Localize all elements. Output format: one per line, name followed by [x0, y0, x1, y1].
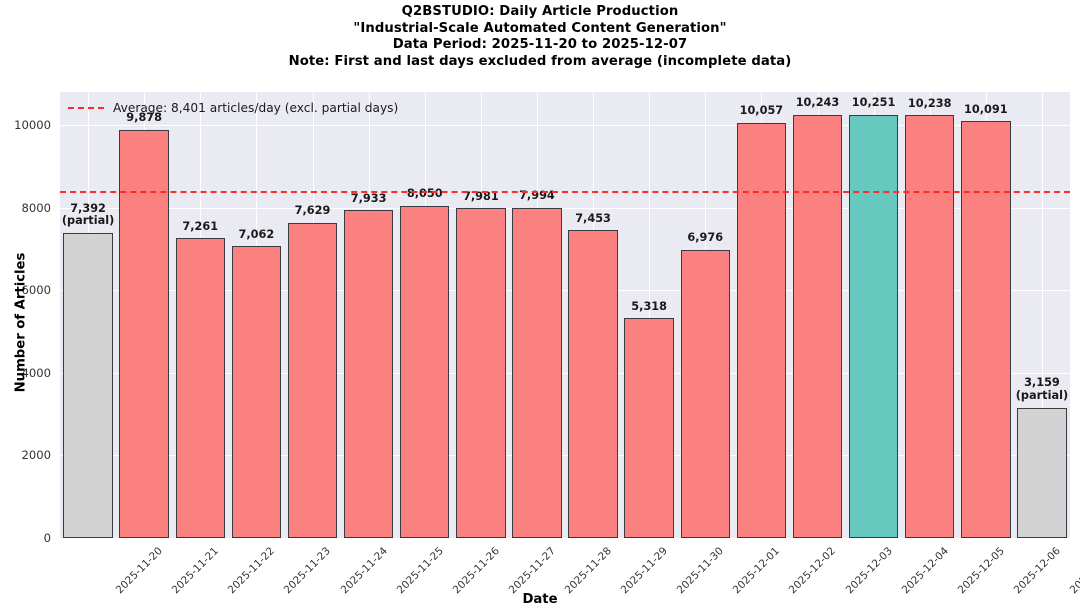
- plot-area: 7,392 (partial) 9,878 7,261 7,062 7,629 7,933 8…: [60, 92, 1070, 539]
- y-tick-label-8000: 8000: [21, 200, 51, 215]
- gridline-horizontal: [60, 372, 1070, 374]
- gridline-horizontal: [60, 538, 1070, 539]
- bar-2025-12-04[interactable]: [848, 114, 899, 538]
- x-tick-label-2025-11-29: 2025-11-29: [618, 545, 670, 597]
- x-axis-label: Date: [522, 592, 558, 607]
- x-tick-label-2025-11-27: 2025-11-27: [506, 545, 558, 597]
- gridline-horizontal: [60, 455, 1070, 457]
- x-tick-label-2025-12-04: 2025-12-04: [899, 545, 951, 597]
- legend-label-average: Average: 8,401 articles/day (excl. parti…: [113, 101, 399, 115]
- bar-2025-11-26[interactable]: [400, 205, 450, 538]
- bar-2025-11-30[interactable]: [624, 318, 674, 538]
- bar-2025-11-24[interactable]: [287, 222, 338, 538]
- chart-title: Q2BSTUDIO: Daily Article Production "Ind…: [0, 4, 1080, 70]
- gridline-horizontal: [60, 125, 1070, 127]
- x-tick-label-2025-11-24: 2025-11-24: [338, 545, 390, 597]
- bar-2025-11-29[interactable]: [568, 230, 618, 538]
- bar-2025-12-02[interactable]: [736, 122, 787, 538]
- x-tick-label-2025-12-06: 2025-12-06: [1011, 545, 1063, 597]
- bar-2025-12-01[interactable]: [680, 249, 730, 538]
- chart-title-line-3: Data Period: 2025-11-20 to 2025-12-07: [392, 37, 688, 52]
- y-axis-label: Number of Articles: [13, 252, 29, 393]
- bar-2025-12-03[interactable]: [792, 115, 843, 538]
- x-tick-label-2025-12-07: 2025-12-07: [1067, 545, 1080, 597]
- chart-title-line-4: Note: First and last days excluded from …: [288, 53, 792, 69]
- x-tick-label-2025-11-25: 2025-11-25: [394, 545, 446, 597]
- gridline-vertical: [1041, 92, 1043, 538]
- bar-2025-11-23[interactable]: [231, 246, 282, 538]
- x-tick-label-2025-12-01: 2025-12-01: [730, 545, 783, 597]
- bar-2025-12-07[interactable]: [1017, 407, 1067, 538]
- bar-2025-11-28[interactable]: [512, 207, 562, 538]
- bar-2025-11-20[interactable]: [63, 232, 113, 538]
- bar-2025-11-25[interactable]: [343, 210, 394, 538]
- average-line: [60, 191, 1070, 194]
- chart-legend: Average: 8,401 articles/day (excl. parti…: [68, 98, 398, 118]
- x-tick-label-2025-12-03: 2025-12-03: [843, 545, 895, 597]
- x-tick-label-2025-12-02: 2025-12-02: [787, 545, 839, 597]
- bar-2025-11-27[interactable]: [456, 208, 506, 538]
- y-tick-label-4000: 4000: [21, 365, 51, 380]
- average-line-swatch: [68, 107, 104, 109]
- chart-title-line-1: Q2BSTUDIO: Daily Article Production: [401, 4, 679, 19]
- chart-title-line-2: "Industrial-Scale Automated Content Gene…: [353, 20, 727, 36]
- x-tick-label-2025-11-20: 2025-11-20: [113, 545, 165, 597]
- x-tick-label-2025-11-28: 2025-11-28: [562, 545, 614, 597]
- bar-2025-12-06[interactable]: [961, 121, 1011, 538]
- x-tick-label-2025-11-26: 2025-11-26: [450, 545, 502, 597]
- bar-2025-11-22[interactable]: [175, 238, 225, 538]
- bar-2025-12-05[interactable]: [905, 115, 955, 538]
- y-tick-label-6000: 6000: [21, 283, 51, 298]
- y-tick-label-0: 0: [43, 531, 51, 545]
- bar-2025-11-21[interactable]: [119, 130, 169, 538]
- gridline-horizontal: [60, 290, 1070, 292]
- x-tick-label-2025-11-22: 2025-11-22: [225, 545, 278, 597]
- gridline-vertical: [649, 92, 651, 538]
- x-tick-label-2025-11-23: 2025-11-23: [282, 545, 334, 597]
- x-tick-label-2025-11-30: 2025-11-30: [674, 545, 727, 597]
- x-tick-label-2025-11-21: 2025-11-21: [169, 545, 222, 597]
- y-tick-label-2000: 2000: [21, 448, 51, 463]
- y-tick-label-10000: 10000: [14, 118, 51, 133]
- x-tick-label-2025-12-05: 2025-12-05: [955, 545, 1007, 597]
- gridline-horizontal: [60, 207, 1070, 209]
